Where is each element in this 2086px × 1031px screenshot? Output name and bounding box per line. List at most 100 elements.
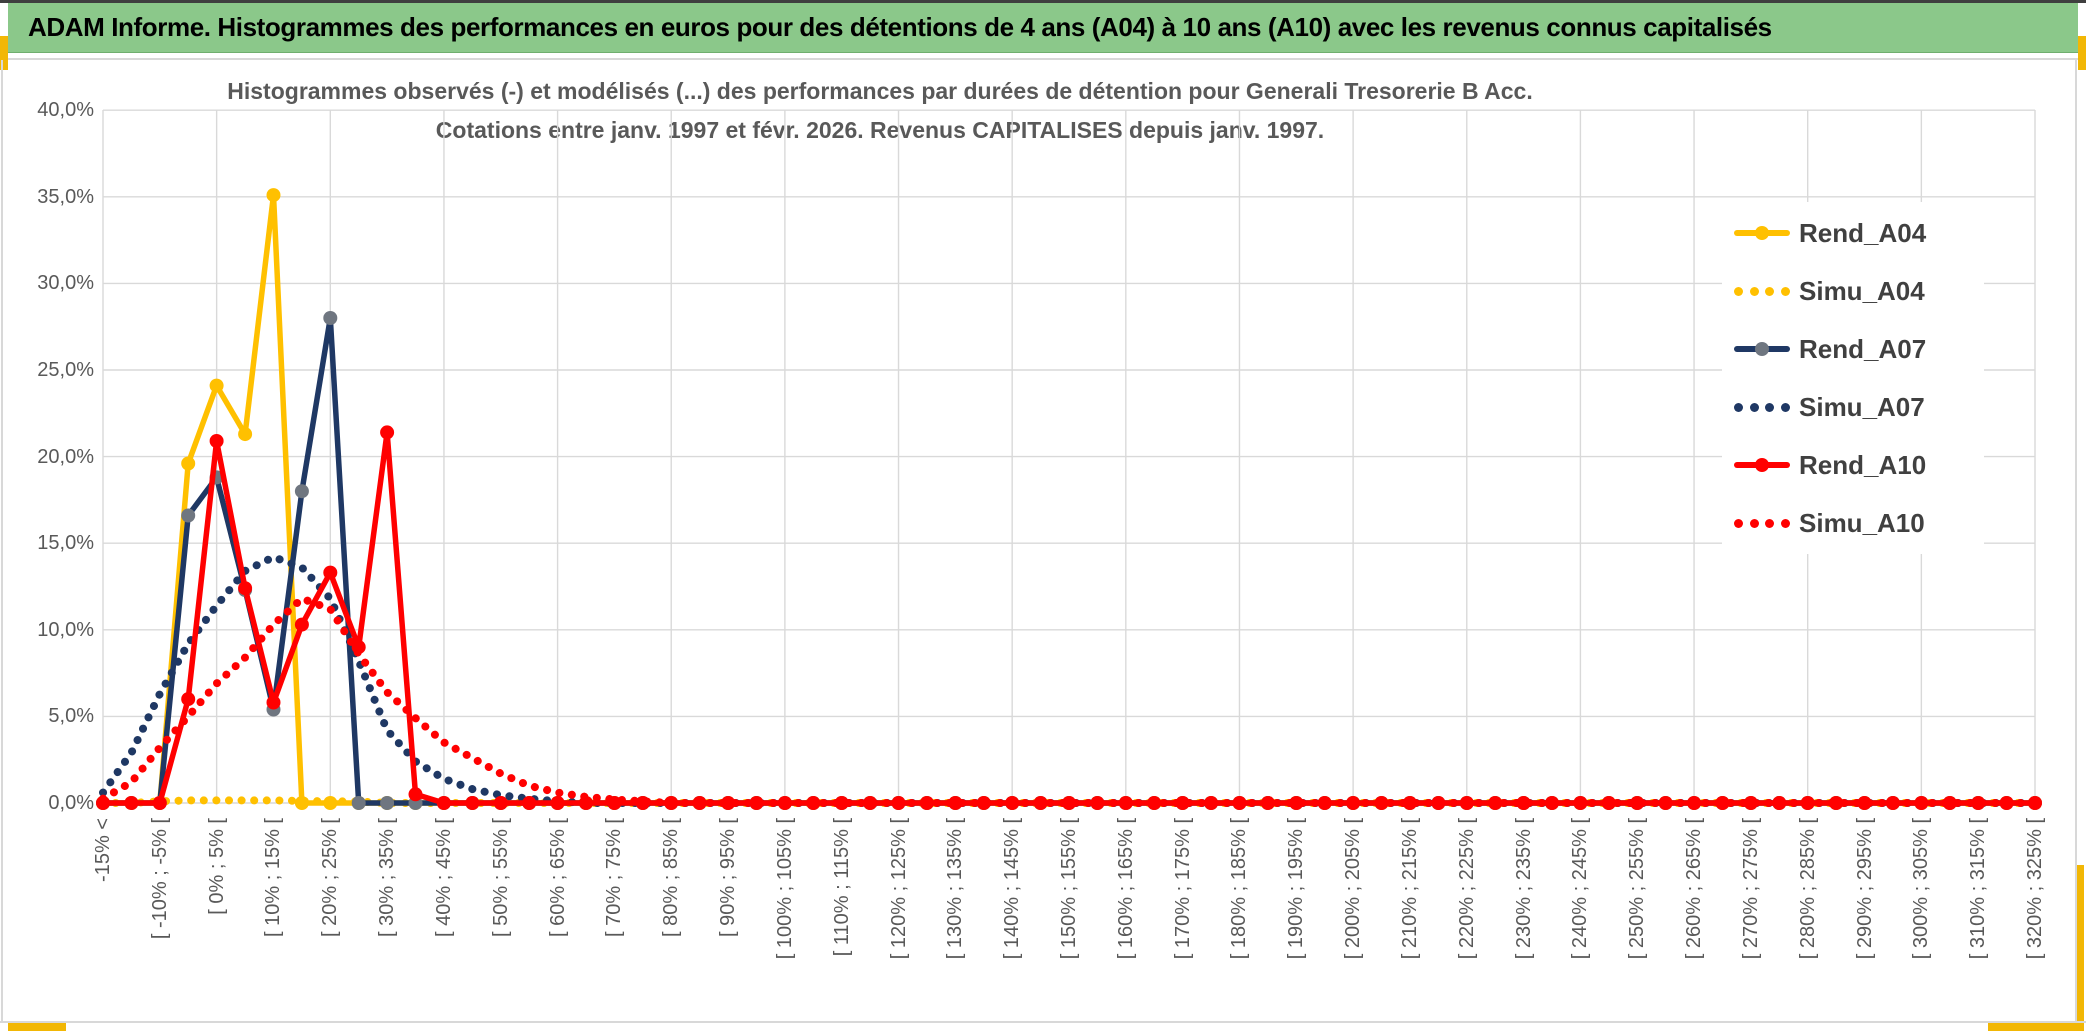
series-marker-rend-a10 [1175, 796, 1190, 810]
legend-label: Rend_A10 [1799, 449, 1927, 480]
legend-item-simu-a04[interactable]: Simu_A04 [1722, 262, 1984, 320]
series-marker-rend-a10 [493, 796, 508, 810]
x-axis-label: [ 310% ; 315% [ [1967, 818, 1990, 960]
left-divider [1, 60, 3, 1022]
legend-item-simu-a10[interactable]: Simu_A10 [1722, 494, 1984, 552]
x-axis-label: [ -10% ; -5% [ [148, 818, 171, 940]
x-axis-label: [ 140% ; 145% [ [1001, 818, 1024, 960]
series-marker-rend-a10 [266, 695, 281, 710]
series-marker-rend-a10 [380, 425, 395, 440]
banner-title: ADAM Informe. Histogrammes des performan… [28, 12, 1772, 42]
gold-border-top-left [0, 36, 8, 70]
chart-title: Histogrammes observés (-) et modélisés (… [100, 72, 1660, 150]
legend-dotted-line-icon [1734, 518, 1790, 528]
x-axis-label: [ 290% ; 295% [ [1853, 818, 1876, 960]
series-marker-rend-a04 [238, 427, 253, 442]
legend-dotted-line-icon [1734, 402, 1790, 412]
x-axis-label: [ 220% ; 225% [ [1455, 818, 1478, 960]
x-axis-label: [ 30% ; 35% [ [376, 818, 399, 937]
x-axis-label: [ 100% ; 105% [ [773, 818, 796, 960]
series-marker-rend-a10 [465, 796, 480, 810]
y-axis-label: 35,0% [37, 185, 94, 208]
series-marker-rend-a04 [181, 456, 196, 471]
legend-solid-line-icon [1734, 458, 1790, 472]
right-divider [2075, 60, 2077, 1022]
x-axis-label: [ 120% ; 125% [ [887, 818, 910, 960]
x-axis-label: [ 240% ; 245% [ [1569, 818, 1592, 960]
x-axis-label: -15% < [92, 818, 114, 882]
gold-border-bottom-left [8, 1022, 66, 1031]
series-marker-rend-a10 [181, 692, 196, 707]
x-axis-label: [ 270% ; 275% [ [1739, 818, 1762, 960]
series-marker-rend-a10 [1289, 796, 1304, 810]
x-axis-label: [ 40% ; 45% [ [432, 818, 455, 937]
x-axis-label: [ 160% ; 165% [ [1114, 818, 1137, 960]
gold-border-bottom-right [1988, 1022, 2084, 1031]
bottom-divider [0, 1021, 2086, 1023]
series-marker-rend-a10 [152, 796, 167, 810]
gold-border-top-right [2078, 36, 2086, 70]
x-axis-label: [ 280% ; 285% [ [1796, 818, 1819, 960]
legend-label: Simu_A04 [1799, 275, 1925, 306]
y-axis-label: 40,0% [37, 99, 94, 122]
series-marker-rend-a10 [209, 434, 224, 448]
y-axis-label: 30,0% [37, 272, 94, 295]
y-axis-label: 15,0% [37, 532, 94, 555]
series-marker-rend-a10 [1062, 796, 1076, 810]
x-axis-label: [ 80% ; 85% [ [660, 818, 683, 937]
chart-legend: Rend_A04 Simu_A04 Rend_A07 Simu_A07 Rend_A10… [1722, 202, 1984, 554]
chart-title-line2: Cotations entre janv. 1997 et févr. 2026… [435, 117, 1325, 143]
x-axis-label: [ 50% ; 55% [ [489, 818, 512, 937]
legend-item-rend-a04[interactable]: Rend_A04 [1722, 204, 1984, 262]
banner: ADAM Informe. Histogrammes des performan… [8, 3, 2078, 53]
series-marker-rend-a07 [181, 508, 196, 523]
series-dotted-simu-a07 [99, 553, 2039, 807]
x-axis-label: [ 230% ; 235% [ [1512, 818, 1535, 960]
top-edge-line [0, 0, 2086, 3]
x-axis-label: [ 200% ; 205% [ [1342, 818, 1365, 960]
y-axis-label: 5,0% [48, 705, 94, 728]
series-marker-rend-a10 [834, 796, 849, 810]
series-marker-rend-a10 [294, 617, 309, 632]
x-axis-label: [ 90% ; 95% [ [717, 818, 740, 937]
x-axis-label: [ 130% ; 135% [ [944, 818, 967, 960]
y-axis-label: 25,0% [37, 359, 94, 381]
legend-label: Rend_A07 [1799, 333, 1927, 364]
series-marker-rend-a10 [124, 796, 139, 810]
x-axis-label: [ 10% ; 15% [ [262, 818, 285, 937]
x-axis-label: [ 0% ; 5% [ [205, 818, 228, 915]
series-marker-rend-a10 [238, 581, 253, 596]
legend-marker-dot-icon [1755, 226, 1769, 240]
series-marker-rend-a10 [323, 565, 338, 580]
legend-item-rend-a10[interactable]: Rend_A10 [1722, 436, 1984, 494]
x-axis-label: [ 250% ; 255% [ [1626, 818, 1649, 960]
x-axis-label: [ 190% ; 195% [ [1285, 818, 1308, 960]
x-axis-label: [ 150% ; 155% [ [1058, 818, 1080, 960]
legend-label: Rend_A04 [1799, 217, 1927, 248]
x-axis-label: [ 60% ; 65% [ [546, 818, 569, 937]
series-marker-rend-a07 [294, 484, 309, 499]
x-axis-label: [ 300% ; 305% [ [1910, 818, 1933, 960]
series-marker-rend-a10 [550, 796, 565, 810]
legend-item-rend-a07[interactable]: Rend_A07 [1722, 320, 1984, 378]
series-marker-rend-a04 [209, 378, 224, 393]
legend-marker-dot-icon [1755, 342, 1769, 356]
legend-marker-dot-icon [1755, 458, 1769, 472]
x-axis-label: [ 180% ; 185% [ [1228, 818, 1251, 960]
y-axis-label: 20,0% [37, 445, 94, 468]
gold-border-right [2076, 865, 2084, 1023]
y-axis-label: 10,0% [37, 618, 94, 641]
x-axis-label: [ 110% ; 115% [ [830, 818, 853, 957]
legend-item-simu-a07[interactable]: Simu_A07 [1722, 378, 1984, 436]
series-marker-rend-a10 [948, 796, 963, 810]
x-axis-label: [ 170% ; 175% [ [1171, 818, 1194, 960]
chart-title-line1: Histogrammes observés (-) et modélisés (… [227, 78, 1533, 104]
legend-solid-line-icon [1734, 226, 1790, 240]
legend-label: Simu_A10 [1799, 507, 1925, 538]
series-marker-rend-a10 [1402, 796, 1417, 810]
legend-dotted-line-icon [1734, 286, 1790, 296]
legend-solid-line-icon [1734, 342, 1790, 356]
x-axis-label: [ 70% ; 75% [ [603, 818, 626, 937]
